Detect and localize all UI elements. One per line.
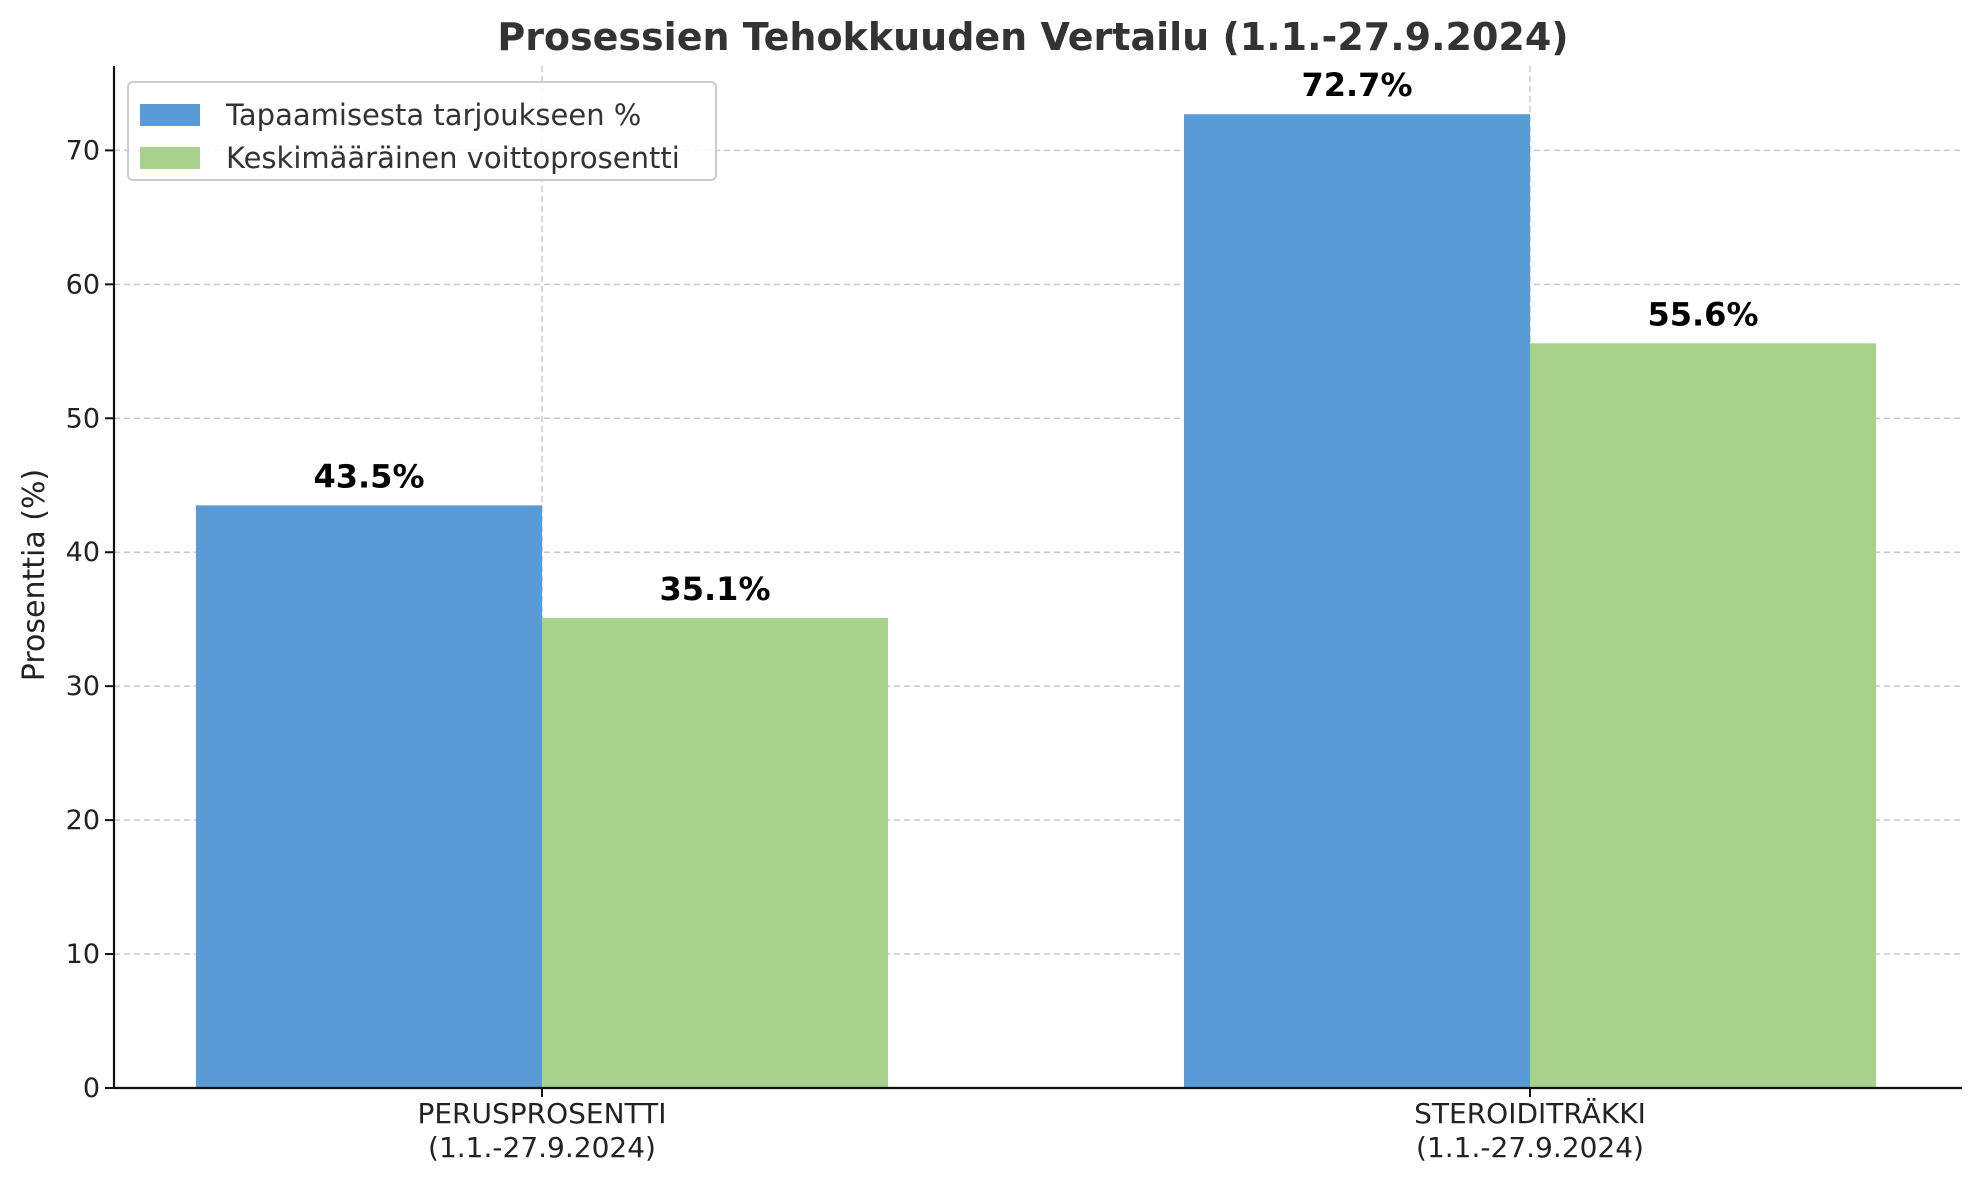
bar <box>1530 343 1876 1088</box>
bar <box>542 617 888 1088</box>
chart-title: Prosessien Tehokkuuden Vertailu (1.1.-27… <box>497 15 1568 59</box>
axes: 010203040506070PERUSPROSENTTI(1.1.-27.9.… <box>66 66 1962 1164</box>
legend-box <box>127 81 717 181</box>
x-tick-label: (1.1.-27.9.2024) <box>428 1131 656 1164</box>
bars <box>196 114 1876 1088</box>
bar-value-label: 43.5% <box>313 457 424 495</box>
y-tick-label: 20 <box>66 805 100 836</box>
bar-value-label: 35.1% <box>659 570 770 608</box>
y-axis-label: Prosenttia (%) <box>17 469 52 681</box>
legend-swatch <box>140 147 200 169</box>
legend-label: Keskimääräinen voittoprosentti <box>226 141 680 175</box>
bar <box>196 505 542 1088</box>
x-tick-label: STEROIDITRÄKKI <box>1414 1097 1646 1130</box>
bar-value-label: 72.7% <box>1301 66 1412 104</box>
y-tick-label: 10 <box>66 939 100 970</box>
y-tick-label: 60 <box>66 269 100 300</box>
bar-value-label: 55.6% <box>1647 295 1758 333</box>
bar <box>1184 114 1530 1088</box>
legend: Tapaamisesta tarjoukseen % Keskimääräinen… <box>127 81 717 181</box>
x-tick-label: (1.1.-27.9.2024) <box>1416 1131 1644 1164</box>
y-tick-label: 70 <box>66 135 100 166</box>
legend-swatch <box>140 104 200 126</box>
data-labels: 43.5% 72.7% 35.1% 55.6% <box>313 66 1758 608</box>
y-tick-label: 30 <box>66 671 100 702</box>
x-tick-label: PERUSPROSENTTI <box>417 1097 666 1130</box>
y-tick-label: 40 <box>66 537 100 568</box>
legend-label: Tapaamisesta tarjoukseen % <box>225 98 641 132</box>
y-tick-label: 0 <box>83 1073 100 1104</box>
y-tick-label: 50 <box>66 403 100 434</box>
